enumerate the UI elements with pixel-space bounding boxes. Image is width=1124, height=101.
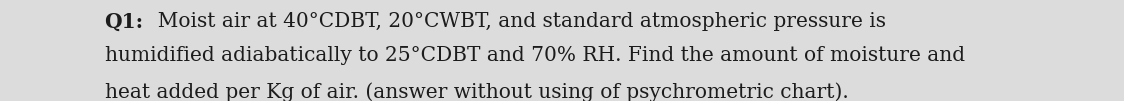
Text: Q1:: Q1: (105, 12, 144, 32)
Text: heat added per Kg of air. (answer without using of psychrometric chart).: heat added per Kg of air. (answer withou… (105, 83, 849, 101)
Text: Moist air at 40°CDBT, 20°CWBT, and standard atmospheric pressure is: Moist air at 40°CDBT, 20°CWBT, and stand… (145, 12, 886, 31)
Text: humidified adiabatically to 25°CDBT and 70% RH. Find the amount of moisture and: humidified adiabatically to 25°CDBT and … (105, 46, 964, 65)
